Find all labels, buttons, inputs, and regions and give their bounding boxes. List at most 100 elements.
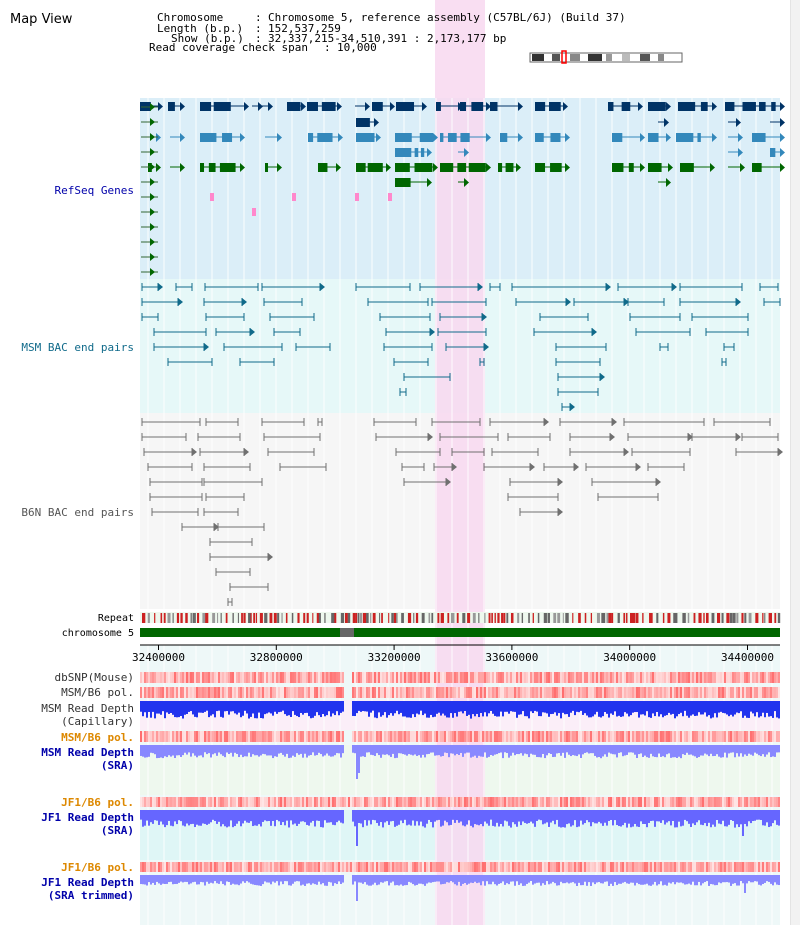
refseq-gene-strand-arrow xyxy=(780,118,785,127)
track-label-jf1-b6-pol-2[interactable]: JF1/B6 pol. xyxy=(61,861,134,874)
polymorphism-cell xyxy=(316,731,318,742)
polymorphism-cell xyxy=(642,797,644,807)
read-depth-bar xyxy=(262,875,264,885)
polymorphism-cell xyxy=(212,797,214,807)
read-depth-bar xyxy=(326,810,328,823)
read-depth-bar xyxy=(596,810,598,824)
refseq-gene-exon xyxy=(395,178,411,187)
read-depth-bar xyxy=(540,701,542,717)
msm-bac-end-pairs-track[interactable] xyxy=(141,283,781,411)
read-depth-bar xyxy=(328,875,330,882)
polymorphism-cell xyxy=(478,797,480,807)
read-depth-bar xyxy=(582,701,584,715)
read-depth-bar xyxy=(526,701,528,717)
polymorphism-cell xyxy=(746,687,748,698)
read-depth-bar xyxy=(570,745,572,757)
polymorphism-cell xyxy=(768,731,770,742)
polymorphism-cell xyxy=(258,862,260,872)
polymorphism-cell xyxy=(320,862,322,872)
vertical-scrollbar[interactable] xyxy=(790,0,800,925)
polymorphism-cell xyxy=(318,731,320,742)
track-label-msm-depth-cap-1[interactable]: MSM Read Depth xyxy=(41,702,134,715)
info-length-value: 152,537,259 xyxy=(268,22,341,35)
track-label-msm-b6-pol[interactable]: MSM/B6 pol. xyxy=(61,686,134,699)
b6n-bac-pair-arrow xyxy=(688,433,693,441)
track-label-jf1-b6-pol[interactable]: JF1/B6 pol. xyxy=(61,796,134,809)
selected-region-highlight[interactable] xyxy=(435,0,485,925)
track-label-msm-depth-sra-1[interactable]: MSM Read Depth xyxy=(41,746,134,759)
track-label-repeat[interactable]: Repeat xyxy=(98,613,134,624)
polymorphism-cell xyxy=(162,672,164,683)
polymorphism-cell xyxy=(768,687,770,698)
track-label-jf1-depth-sra-1[interactable]: JF1 Read Depth xyxy=(41,811,134,824)
polymorphism-cell xyxy=(488,672,490,683)
refseq-gene-exon xyxy=(287,102,301,111)
polymorphism-cell xyxy=(684,862,686,872)
polymorphism-cell xyxy=(350,797,352,807)
track-label-b6n-bac[interactable]: B6N BAC end pairs xyxy=(21,506,134,519)
polymorphism-cell xyxy=(562,731,564,742)
polymorphism-cell xyxy=(326,731,328,742)
chromosome-ideogram[interactable] xyxy=(529,50,683,64)
polymorphism-heat-tracks[interactable] xyxy=(140,672,780,872)
polymorphism-cell xyxy=(680,862,682,872)
track-label-jf1-depth-trim-1[interactable]: JF1 Read Depth xyxy=(41,876,134,889)
read-depth-bar xyxy=(456,810,458,821)
repeat-element xyxy=(366,613,369,623)
track-label-chromosome[interactable]: chromosome 5 xyxy=(62,628,134,639)
polymorphism-cell xyxy=(182,731,184,742)
read-depth-bar xyxy=(296,810,298,826)
polymorphism-cell xyxy=(478,672,480,683)
polymorphism-cell xyxy=(164,797,166,807)
read-depth-bar xyxy=(578,745,580,755)
track-label-dbsnp[interactable]: dbSNP(Mouse) xyxy=(55,671,134,684)
polymorphism-cell xyxy=(718,672,720,683)
refseq-gene-exon xyxy=(535,133,544,142)
track-label-refseq[interactable]: RefSeq Genes xyxy=(55,184,134,197)
polymorphism-cell xyxy=(246,687,248,698)
read-depth-bar xyxy=(432,701,434,718)
read-depth-bar xyxy=(520,810,522,826)
read-depth-tracks[interactable] xyxy=(140,701,780,901)
track-label-msm-b6-pol-2[interactable]: MSM/B6 pol. xyxy=(61,731,134,744)
polymorphism-cell xyxy=(140,862,142,872)
polymorphism-cell xyxy=(494,672,496,683)
read-depth-bar xyxy=(200,875,202,882)
read-depth-bar xyxy=(664,810,666,825)
read-depth-bar xyxy=(144,810,146,826)
b6n-bac-pair-arrow xyxy=(192,448,197,456)
polymorphism-cell xyxy=(742,731,744,742)
read-depth-bar xyxy=(304,875,306,886)
read-depth-bar xyxy=(754,875,756,882)
polymorphism-cell xyxy=(238,687,240,698)
read-depth-bar xyxy=(474,701,476,717)
polymorphism-cell xyxy=(596,731,598,742)
b6n-bac-end-pairs-track[interactable] xyxy=(141,418,783,606)
polymorphism-cell xyxy=(174,672,176,683)
polymorphism-cell xyxy=(170,862,172,872)
read-depth-bar xyxy=(626,745,628,755)
repeat-track[interactable] xyxy=(140,612,781,623)
polymorphism-cell xyxy=(206,672,208,683)
polymorphism-cell xyxy=(320,672,322,683)
read-depth-bar xyxy=(354,701,356,717)
read-depth-bar xyxy=(236,745,238,754)
repeat-element xyxy=(506,613,509,623)
read-depth-bar xyxy=(276,810,278,820)
read-depth-bar xyxy=(700,745,702,756)
read-depth-bar xyxy=(314,745,316,756)
polymorphism-cell xyxy=(612,797,614,807)
polymorphism-cell xyxy=(150,672,152,683)
polymorphism-cell xyxy=(400,862,402,872)
polymorphism-cell xyxy=(704,687,706,698)
refseq-genes-track[interactable] xyxy=(140,102,785,276)
read-depth-bar xyxy=(142,810,144,827)
read-depth-bar xyxy=(554,810,556,825)
track-label-msm-bac[interactable]: MSM BAC end pairs xyxy=(21,341,134,354)
b6n-bac-pair-arrow xyxy=(428,433,433,441)
read-depth-bar xyxy=(704,701,706,713)
polymorphism-cell xyxy=(670,797,672,807)
chromosome-bar[interactable] xyxy=(140,628,780,637)
polymorphism-cell xyxy=(176,687,178,698)
